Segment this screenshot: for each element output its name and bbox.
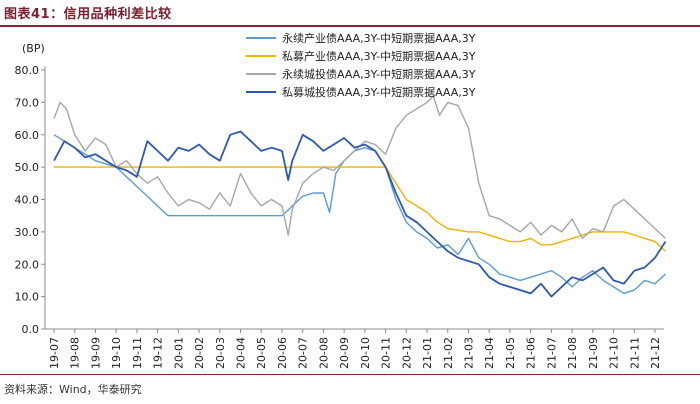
y-tick-label: 50.0 — [15, 161, 40, 174]
series-line-4 — [53, 130, 667, 298]
x-tick-label: 21-04 — [483, 337, 496, 369]
y-tick-label: 30.0 — [15, 226, 40, 239]
y-tick-label: 60.0 — [15, 129, 40, 142]
x-tick-label: 21-03 — [462, 337, 475, 369]
x-tick-label: 21-07 — [545, 337, 558, 369]
y-tick-label: 70.0 — [15, 96, 40, 109]
chart-legend: 永续产业债AAA,3Y-中短期票据AAA,3Y 私募产业债AAA,3Y-中短期票据… — [246, 31, 476, 99]
x-tick-label: 21-08 — [566, 337, 579, 369]
y-axis-unit-label: (BP) — [22, 42, 45, 55]
x-tick-label: 20-01 — [172, 337, 185, 369]
x-tick-label: 21-02 — [442, 337, 455, 369]
series-line-2 — [54, 166, 666, 252]
x-tick-label: 19-11 — [131, 337, 144, 369]
series-line-1 — [53, 134, 666, 295]
x-tick-label: 20-09 — [338, 337, 351, 369]
x-tick-label: 21-10 — [608, 337, 621, 369]
chart-series-layer — [53, 95, 667, 298]
y-tick-label: 20.0 — [15, 258, 40, 271]
x-tick-label: 21-05 — [504, 337, 517, 369]
x-tick-label: 19-08 — [69, 337, 82, 369]
x-tick-label: 21-09 — [587, 337, 600, 369]
x-tick-label: 21-12 — [649, 337, 662, 369]
y-tick-label: 80.0 — [15, 64, 40, 77]
x-tick-label: 20-06 — [276, 337, 289, 369]
y-tick-label: 10.0 — [15, 291, 40, 304]
x-tick-label: 21-01 — [421, 337, 434, 369]
x-tick-label: 19-12 — [152, 337, 165, 369]
legend-label-1: 永续产业债AAA,3Y-中短期票据AAA,3Y — [282, 31, 476, 45]
chart-axes: (BP) 0.0 10.0 20.0 30.0 40.0 50.0 60.0 70.0 80.0 1… — [15, 42, 664, 369]
x-tick-label: 20-07 — [297, 337, 310, 369]
y-tick-label: 40.0 — [15, 194, 40, 207]
legend-label-4: 私募城投债AAA,3Y-中短期票据AAA,3Y — [282, 85, 476, 99]
x-tick-label: 20-12 — [400, 337, 413, 369]
x-tick-label: 20-05 — [255, 337, 268, 369]
x-tick-label: 19-07 — [48, 337, 61, 369]
x-tick-label: 19-09 — [89, 337, 102, 369]
source-note: 资料来源：Wind，华泰研究 — [4, 383, 142, 396]
x-tick-label: 21-11 — [628, 337, 641, 369]
x-tick-label: 20-11 — [380, 337, 393, 369]
footer-divider — [0, 374, 700, 375]
x-tick-label: 19-10 — [110, 337, 123, 369]
y-tick-label: 0.0 — [22, 323, 40, 336]
series-line-3 — [53, 95, 666, 240]
figure-header: 图表41：信用品种利差比较 — [0, 0, 700, 27]
x-tick-label: 21-06 — [525, 337, 538, 369]
header-divider — [0, 25, 700, 27]
legend-label-2: 私募产业债AAA,3Y-中短期票据AAA,3Y — [282, 49, 476, 63]
figure-title: 图表41：信用品种利差比较 — [4, 7, 172, 22]
x-tick-label: 20-10 — [359, 337, 372, 369]
x-tick-label: 20-02 — [193, 337, 206, 369]
x-tick-label: 20-03 — [214, 337, 227, 369]
x-tick-label: 20-08 — [317, 337, 330, 369]
x-tick-label: 20-04 — [235, 337, 248, 369]
legend-label-3: 永续城投债AAA,3Y-中短期票据AAA,3Y — [282, 67, 476, 81]
spread-line-chart: (BP) 0.0 10.0 20.0 30.0 40.0 50.0 60.0 70.0 80.0 1… — [15, 31, 667, 369]
